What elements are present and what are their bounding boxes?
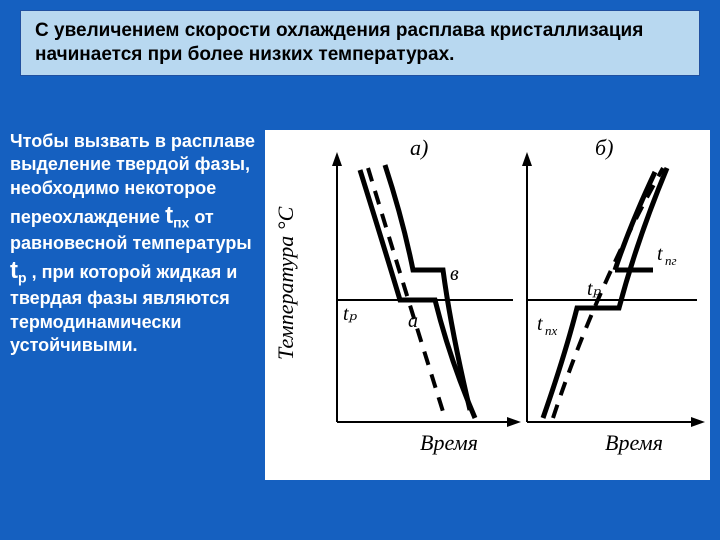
panel-b-label: б) bbox=[595, 135, 613, 160]
diagram-svg: Температура °С а) tₚ в а Время bbox=[265, 130, 710, 480]
tpx-sub: пх bbox=[173, 215, 189, 231]
panel-b-yarrow bbox=[522, 152, 532, 166]
header-box: С увеличением скорости охлаждения распла… bbox=[20, 10, 700, 76]
panel-a-dash-curve bbox=[368, 168, 445, 418]
panel-b-xlabel: Время bbox=[605, 430, 663, 455]
panel-b-tp: tₚ bbox=[587, 278, 602, 300]
panel-b-tpx: t bbox=[537, 313, 543, 335]
panel-b-tpg-sub: пг bbox=[665, 253, 677, 268]
panel-b-xarrow bbox=[691, 417, 705, 427]
tp-symbol: t bbox=[10, 257, 18, 284]
panel-b-tpg: t bbox=[657, 243, 663, 265]
panel-a-xarrow bbox=[507, 417, 521, 427]
panel-a-v: в bbox=[450, 263, 459, 285]
panel-a: а) tₚ в а Время bbox=[332, 135, 521, 455]
body-line1: Чтобы вызвать в расплаве выделение тверд… bbox=[10, 131, 255, 227]
body-text: Чтобы вызвать в расплаве выделение тверд… bbox=[10, 130, 260, 357]
panel-a-tp: tₚ bbox=[343, 303, 358, 325]
body-text-block: Чтобы вызвать в расплаве выделение тверд… bbox=[10, 130, 260, 357]
panel-a-a: а bbox=[408, 310, 418, 332]
panel-b-dash-curve bbox=[553, 168, 663, 418]
panel-b-tpx-sub: пх bbox=[545, 323, 558, 338]
diagram: Температура °С а) tₚ в а Время bbox=[265, 130, 710, 480]
header-text: С увеличением скорости охлаждения распла… bbox=[35, 19, 685, 67]
panel-b-solid-curve bbox=[543, 168, 667, 418]
body-line3: , при которой жидкая и твердая фазы явля… bbox=[10, 262, 237, 355]
panel-a-xlabel: Время bbox=[420, 430, 478, 455]
panel-a-yarrow bbox=[332, 152, 342, 166]
panel-a-solid-curve bbox=[360, 170, 475, 418]
tp-sub: р bbox=[18, 270, 27, 286]
panel-b: б) tₚ t пх t пг Время bbox=[522, 135, 705, 455]
ylabel-text: Температура °С bbox=[273, 206, 298, 360]
tpx-symbol: t bbox=[165, 202, 173, 229]
panel-a-label: а) bbox=[410, 135, 428, 160]
